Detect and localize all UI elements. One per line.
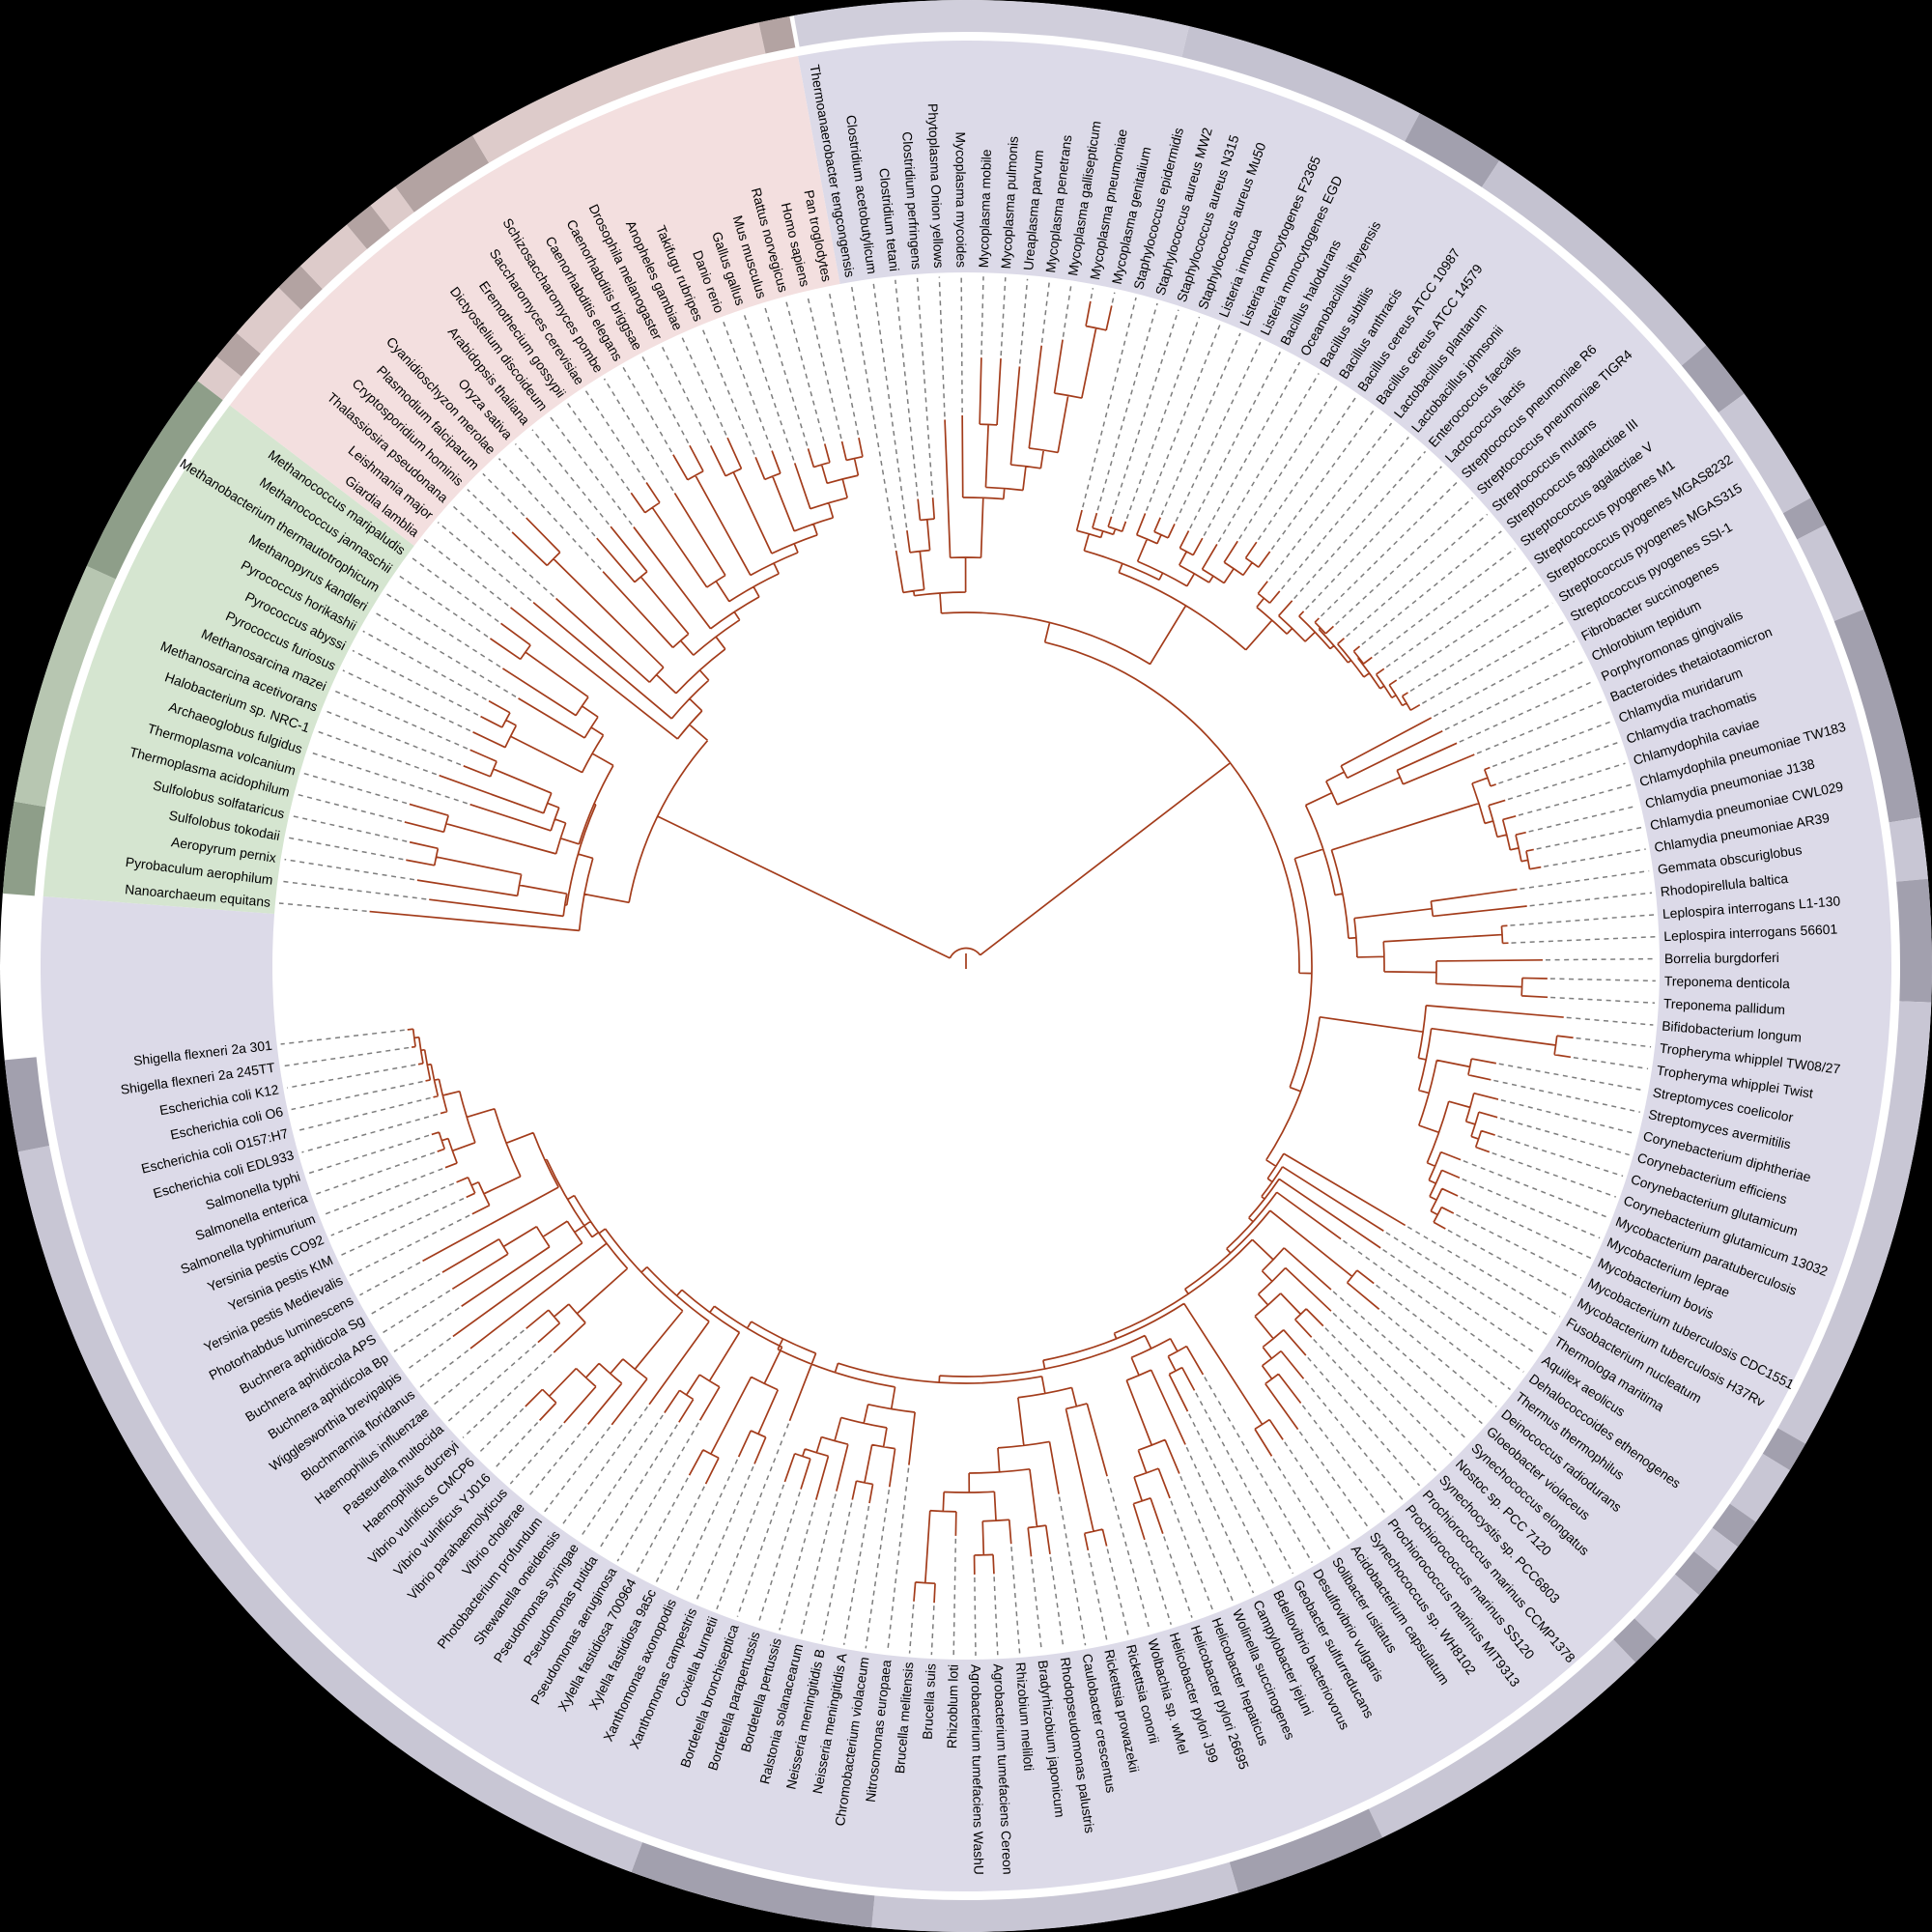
svg-text:Leplospira interrogans 56601: Leplospira interrogans 56601 bbox=[1663, 921, 1838, 944]
svg-text:Rhizoblum loti: Rhizoblum loti bbox=[944, 1664, 961, 1749]
svg-text:Treponema denticola: Treponema denticola bbox=[1664, 973, 1791, 991]
svg-text:Mycoplasma mycoides: Mycoplasma mycoides bbox=[952, 131, 969, 268]
svg-text:Treponema pallidum: Treponema pallidum bbox=[1663, 995, 1786, 1017]
svg-text:Phytoplasma Onion yellows: Phytoplasma Onion yellows bbox=[925, 103, 948, 269]
svg-text:Mycoplasma pulmonis: Mycoplasma pulmonis bbox=[998, 135, 1021, 269]
svg-text:Brucella suis: Brucella suis bbox=[920, 1663, 939, 1741]
svg-text:Mycoplasma mobile: Mycoplasma mobile bbox=[976, 149, 994, 268]
svg-text:Borrelia burgdorferi: Borrelia burgdorferi bbox=[1664, 950, 1779, 966]
svg-text:Agrobacterium tumefaciens Wash: Agrobacterium tumefaciens WashU bbox=[968, 1664, 986, 1875]
